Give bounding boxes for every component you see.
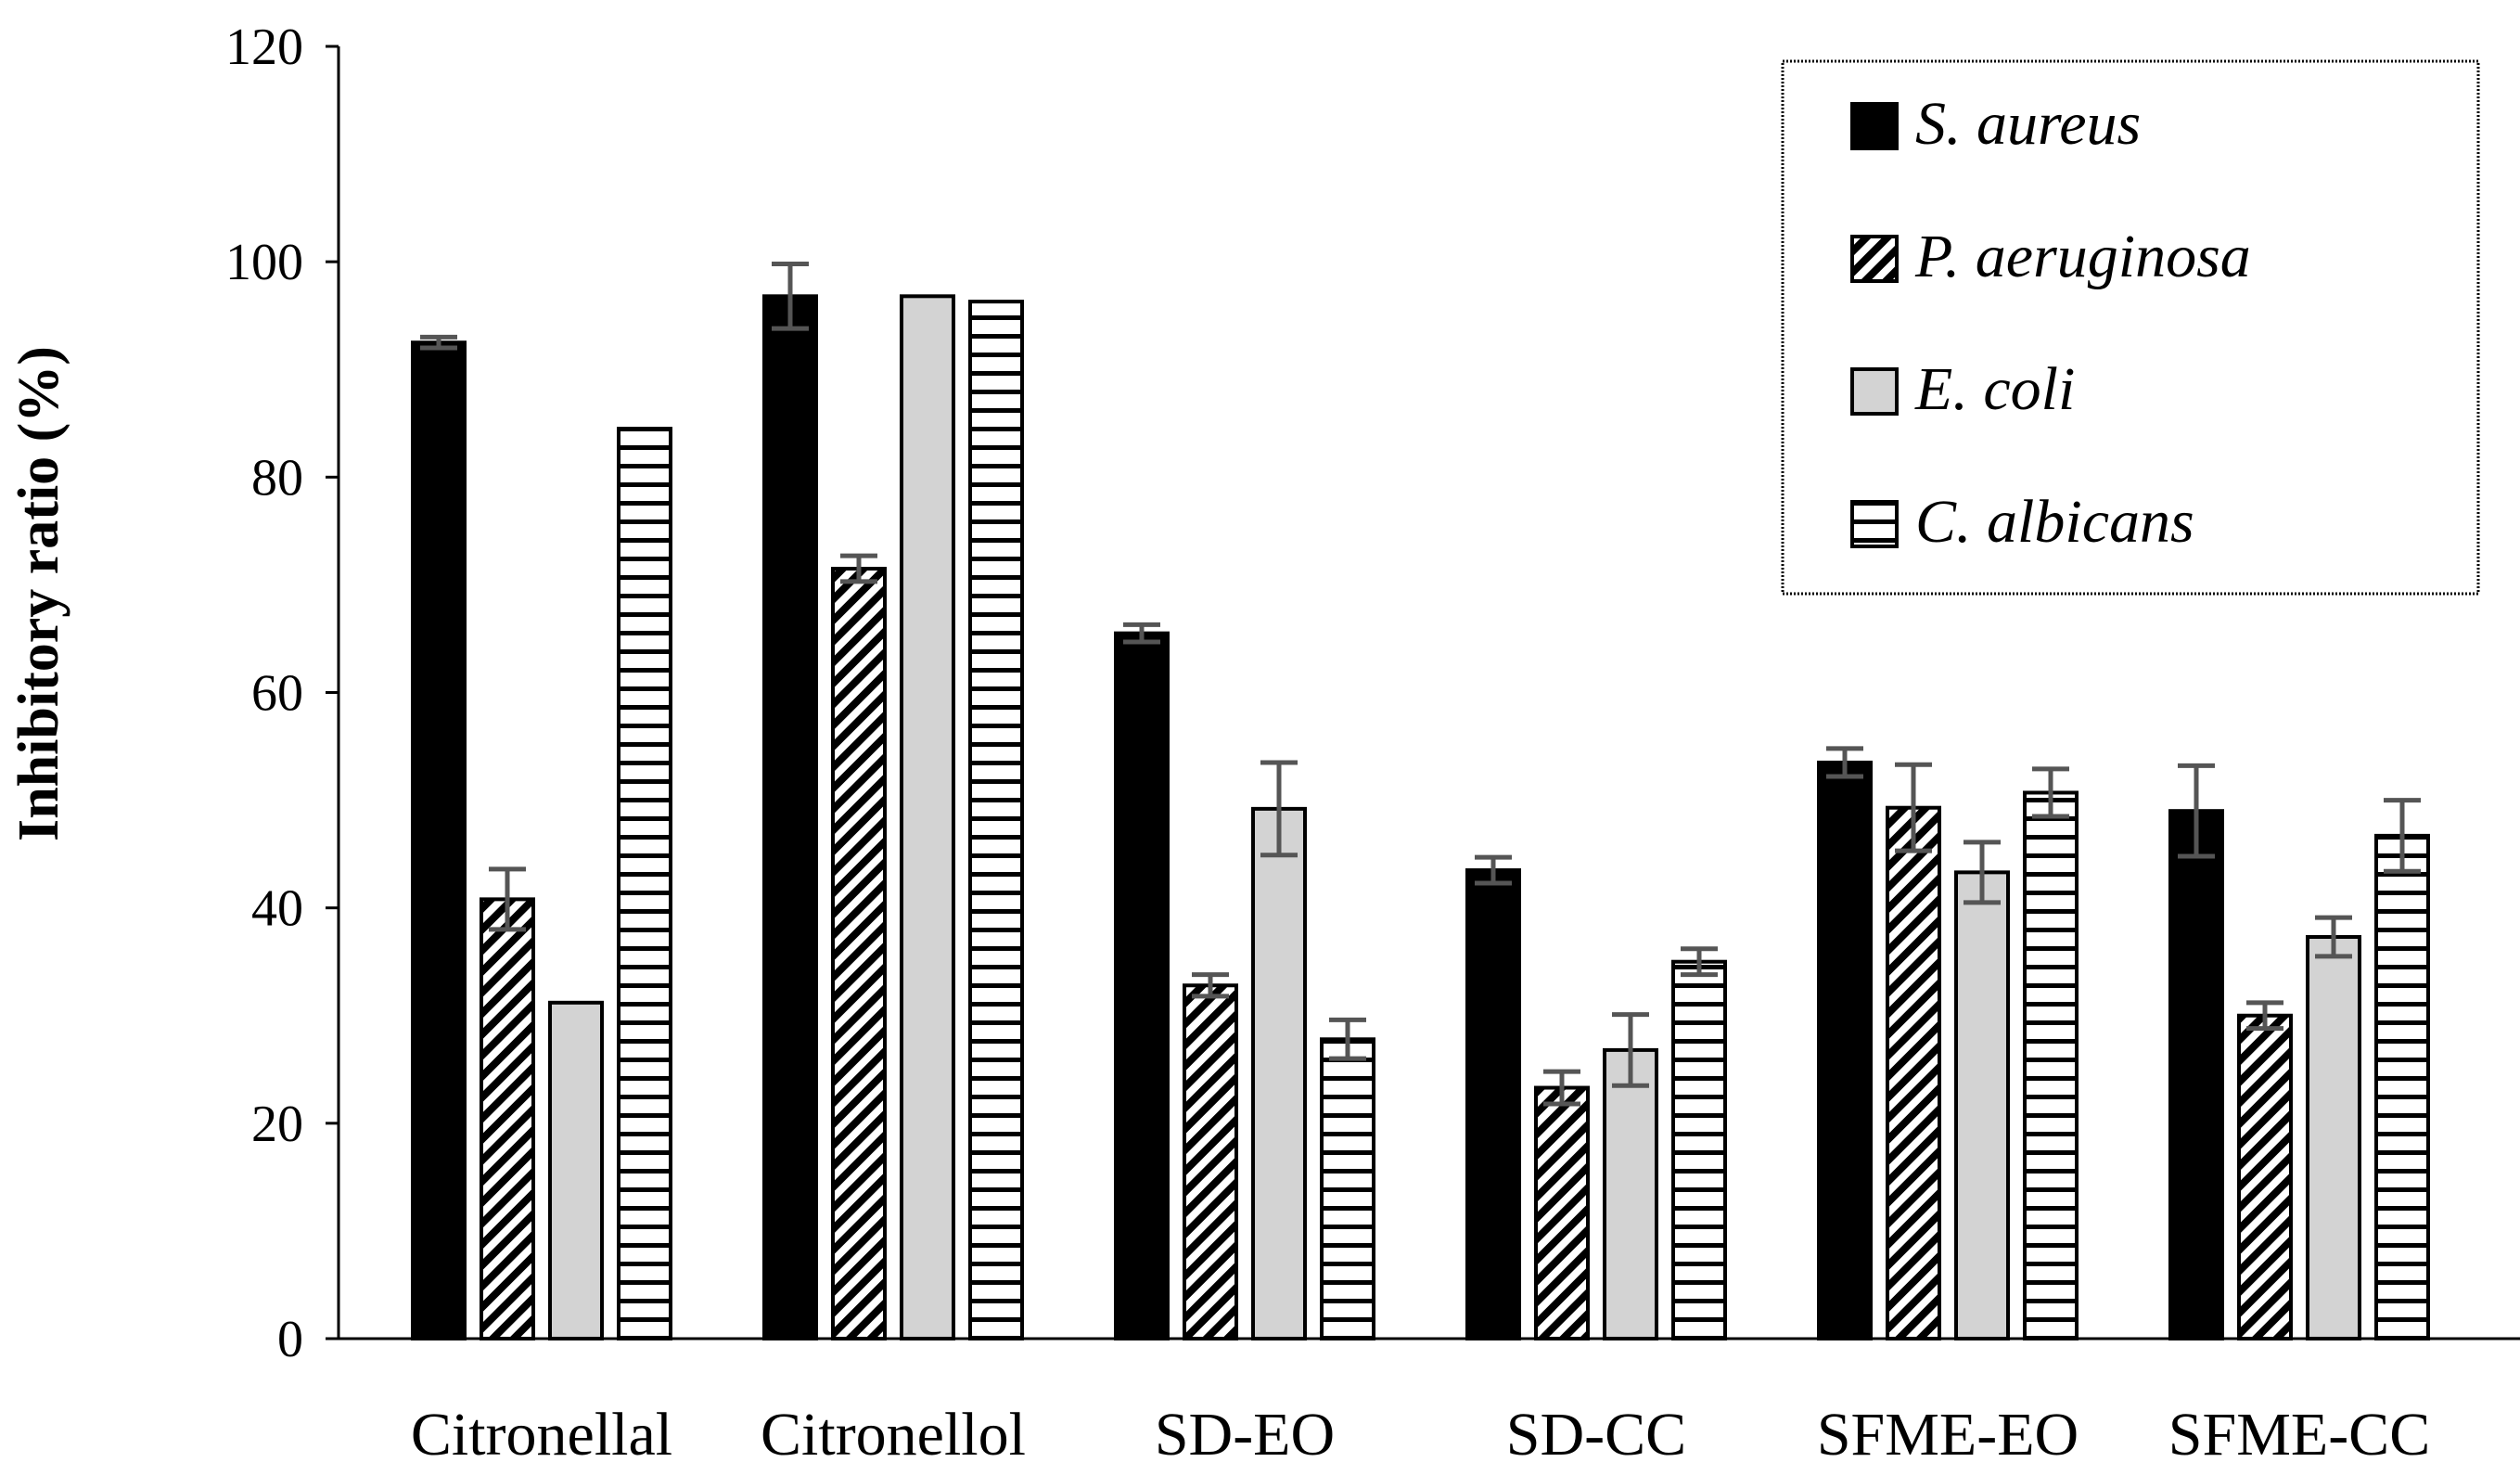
bars-layer bbox=[411, 294, 2430, 1341]
x-category-label: SFME-CC bbox=[2168, 1401, 2430, 1469]
bar-s-aureus-citronellal bbox=[411, 340, 467, 1341]
x-category-label: SFME-EO bbox=[1817, 1401, 2079, 1469]
x-category-label: Citronellol bbox=[761, 1401, 1026, 1469]
y-tick-label: 40 bbox=[251, 880, 303, 938]
bar-p-aeruginosa-sfme-cc bbox=[2237, 1013, 2293, 1340]
legend-swatch bbox=[1850, 102, 1899, 150]
legend-swatch bbox=[1850, 235, 1899, 283]
bar-c-albicans-citronellol bbox=[968, 300, 1024, 1340]
bar-s-aureus-sfme-eo bbox=[1817, 760, 1873, 1340]
bar-s-aureus-sfme-cc bbox=[2168, 809, 2224, 1340]
x-category-label: Citronellal bbox=[411, 1401, 672, 1469]
legend-label: E. coli bbox=[1914, 355, 2075, 423]
bar-p-aeruginosa-sd-cc bbox=[1534, 1085, 1590, 1341]
legend-swatch bbox=[1850, 500, 1899, 548]
bar-c-albicans-sfme-eo bbox=[2023, 790, 2079, 1340]
bar-e-coli-sd-cc bbox=[1603, 1047, 1658, 1340]
bar-e-coli-citronellal bbox=[548, 1000, 604, 1340]
legend-label: S. aureus bbox=[1915, 90, 2141, 158]
bar-e-coli-citronellol bbox=[900, 294, 955, 1340]
y-tick-label: 0 bbox=[277, 1311, 303, 1368]
y-axis-ticks: 0 20 40 60 80 100 120 bbox=[225, 19, 339, 1368]
bar-p-aeruginosa-citronellal bbox=[480, 897, 535, 1340]
y-tick-label: 120 bbox=[225, 19, 303, 76]
bar-e-coli-sfme-cc bbox=[2306, 935, 2361, 1340]
y-tick-label: 100 bbox=[225, 234, 303, 291]
legend-swatch bbox=[1850, 367, 1899, 416]
legend-label: P. aeruginosa bbox=[1914, 223, 2251, 290]
bar-c-albicans-sd-cc bbox=[1671, 959, 1727, 1341]
x-category-label: SD-EO bbox=[1155, 1401, 1335, 1469]
y-axis-label: Inhibitory ratio (%) bbox=[7, 346, 70, 841]
bar-c-albicans-sfme-cc bbox=[2374, 833, 2430, 1340]
y-tick-label: 20 bbox=[251, 1096, 303, 1153]
bar-p-aeruginosa-sfme-eo bbox=[1886, 805, 1941, 1340]
y-tick-label: 60 bbox=[251, 665, 303, 723]
bar-c-albicans-sd-eo bbox=[1320, 1037, 1375, 1340]
legend-label: C. albicans bbox=[1915, 488, 2194, 556]
bar-c-albicans-citronellal bbox=[617, 427, 672, 1340]
bar-s-aureus-citronellol bbox=[762, 294, 818, 1340]
y-tick-label: 80 bbox=[251, 449, 303, 507]
x-category-label: SD-CC bbox=[1506, 1401, 1686, 1469]
error-bars-layer bbox=[420, 261, 2421, 1107]
bar-p-aeruginosa-citronellol bbox=[831, 567, 887, 1340]
legend: S. aureus P. aeruginosa E. coli C. albicans bbox=[1781, 59, 2480, 596]
bar-e-coli-sd-eo bbox=[1251, 806, 1307, 1340]
bar-s-aureus-sd-cc bbox=[1465, 868, 1521, 1340]
bar-p-aeruginosa-sd-eo bbox=[1183, 983, 1238, 1341]
x-axis-category-labels: Citronellal Citronellol SD-EO SD-CC SFME-EO S… bbox=[411, 1401, 2430, 1469]
bar-s-aureus-sd-eo bbox=[1114, 631, 1170, 1340]
bar-e-coli-sfme-eo bbox=[1954, 870, 2010, 1341]
